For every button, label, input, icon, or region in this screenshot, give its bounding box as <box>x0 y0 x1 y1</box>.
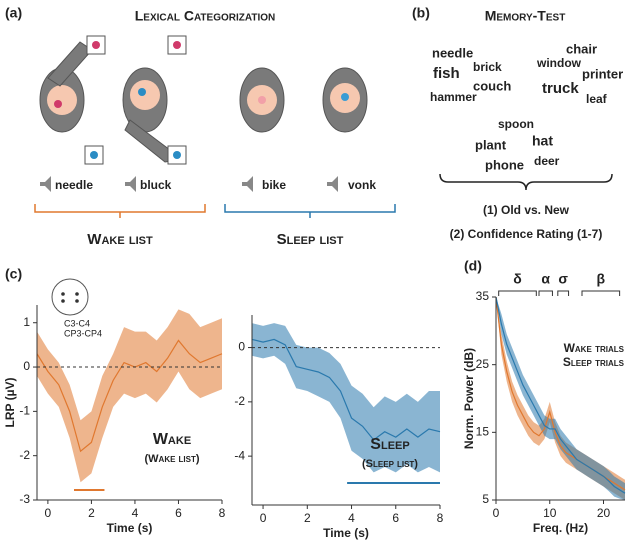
x-tick-label: 6 <box>175 506 182 520</box>
mean-line <box>36 339 223 453</box>
error-band <box>496 297 625 500</box>
panel-label: (d) <box>464 258 482 274</box>
band-bracket <box>581 290 621 296</box>
x-axis-label: Time (s) <box>107 521 153 535</box>
legend-label: Wake trials <box>564 341 625 355</box>
panel-label: (a) <box>5 5 22 21</box>
panel-label: (c) <box>5 266 22 282</box>
x-tick-label: 2 <box>304 511 311 525</box>
y-tick-label: 25 <box>476 357 490 371</box>
electrode <box>75 292 79 296</box>
y-tick-label: 1 <box>23 315 30 329</box>
band-bracket <box>538 290 553 296</box>
band-label: β <box>597 271 606 287</box>
word: hammer <box>430 90 477 104</box>
legend-label: Sleep <box>370 436 409 453</box>
y-tick-label: -1 <box>19 404 30 418</box>
x-tick-label: 20 <box>597 506 611 520</box>
x-axis-label: Time (s) <box>323 526 369 540</box>
word: leaf <box>586 92 608 106</box>
x-tick-label: 2 <box>88 506 95 520</box>
word: hat <box>532 133 553 149</box>
word: vonk <box>348 178 376 192</box>
y-tick-label: -2 <box>19 448 30 462</box>
y-tick-label: 35 <box>476 289 490 303</box>
electrode-label: C3-C4 <box>64 318 90 328</box>
x-tick-label: 8 <box>437 511 444 525</box>
word: deer <box>534 154 560 168</box>
x-tick-label: 8 <box>219 506 226 520</box>
list-bracket <box>224 204 396 218</box>
word: couch <box>473 78 511 93</box>
band-label: δ <box>513 271 522 287</box>
band-label: α <box>541 271 550 287</box>
band-bracket <box>557 290 570 296</box>
y-tick-label: -4 <box>234 448 245 462</box>
word: chair <box>566 41 597 56</box>
band-label: σ <box>558 271 568 287</box>
electrode <box>61 292 65 296</box>
y-tick-label: -3 <box>19 492 30 506</box>
y-tick-label: -2 <box>234 394 245 408</box>
word: plant <box>475 137 507 152</box>
panel-title: Memory-Test <box>485 8 566 24</box>
y-tick-label: 0 <box>238 340 245 354</box>
speakers <box>40 176 338 192</box>
word: needle <box>432 45 473 60</box>
electrode <box>61 299 65 303</box>
y-tick-label: 15 <box>476 425 490 439</box>
word: needle <box>55 178 93 192</box>
mean-line <box>495 296 626 494</box>
word: printer <box>582 66 623 81</box>
word: phone <box>485 157 524 172</box>
legend-note: (Wake list) <box>145 453 200 465</box>
panel-title: Lexical Categorization <box>135 8 276 24</box>
brace <box>439 173 613 191</box>
x-tick-label: 4 <box>132 506 139 520</box>
legend-note: (Sleep list) <box>362 458 418 470</box>
x-tick-label: 0 <box>260 511 267 525</box>
x-axis-label: Freq. (Hz) <box>533 521 588 535</box>
word: truck <box>542 80 579 97</box>
figures <box>39 35 368 165</box>
list-label: Wake list <box>87 231 153 248</box>
error-band <box>37 309 222 483</box>
panel-label: (b) <box>412 5 430 21</box>
word: brick <box>473 60 502 74</box>
legend-label: Sleep trials <box>563 355 625 369</box>
x-tick-label: 10 <box>543 506 557 520</box>
legend-label: Wake <box>153 431 191 448</box>
x-tick-label: 0 <box>493 506 500 520</box>
task: (2) Confidence Rating (1-7) <box>450 227 603 241</box>
word: bike <box>262 178 286 192</box>
x-tick-label: 4 <box>348 511 355 525</box>
y-tick-label: 0 <box>23 359 30 373</box>
y-axis-label: LRP (µV) <box>3 377 17 427</box>
x-tick-label: 6 <box>392 511 399 525</box>
head-icon <box>51 278 89 316</box>
word: bluck <box>140 178 172 192</box>
band-bracket <box>498 290 537 296</box>
task: (1) Old vs. New <box>483 203 570 217</box>
x-tick-label: 0 <box>45 506 52 520</box>
error-band <box>252 323 440 473</box>
word: spoon <box>498 117 534 131</box>
electrode <box>75 299 79 303</box>
electrode-label: CP3-CP4 <box>64 328 102 338</box>
list-label: Sleep list <box>277 231 344 248</box>
y-axis-label: Norm. Power (dB) <box>462 348 476 449</box>
mean-line <box>251 338 441 441</box>
y-tick-label: 5 <box>482 492 489 506</box>
list-bracket <box>34 204 206 218</box>
word: window <box>536 56 582 70</box>
word: fish <box>433 65 460 82</box>
